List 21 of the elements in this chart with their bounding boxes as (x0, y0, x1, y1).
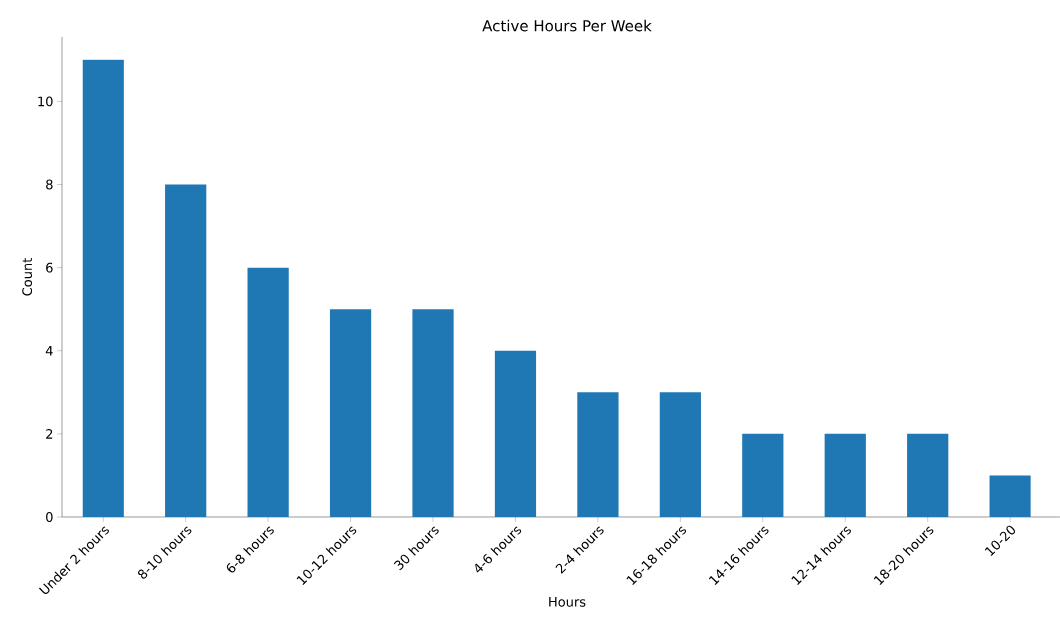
bar (412, 309, 454, 517)
bar (824, 433, 866, 517)
bar (659, 392, 701, 517)
y-tick-label: 2 (46, 429, 53, 439)
bar (247, 267, 289, 517)
bar (907, 433, 949, 517)
bar (742, 433, 784, 517)
bar (82, 59, 124, 517)
bar (577, 392, 619, 517)
y-tick-label: 4 (45, 346, 53, 356)
bar (494, 350, 537, 517)
bar (165, 184, 207, 517)
y-tick-label: 6 (46, 262, 53, 273)
chart-title: Active Hours Per Week (482, 19, 652, 32)
bar (989, 475, 1031, 517)
y-axis-title: Count (22, 257, 33, 296)
y-tick-label: 10 (38, 96, 53, 107)
y-tick-label: 8 (46, 179, 53, 190)
x-axis-title: Hours (549, 597, 586, 607)
y-tick-label: 0 (46, 512, 53, 522)
bar (329, 309, 372, 517)
